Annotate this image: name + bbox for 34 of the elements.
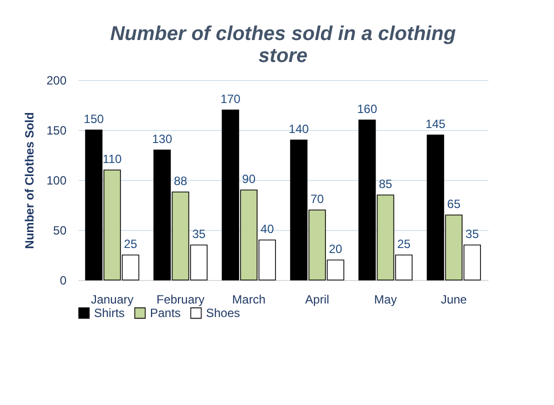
x-tick-label: May <box>374 292 397 306</box>
y-axis-title: Number of Clothes Sold <box>22 112 36 249</box>
data-label: 110 <box>102 152 122 166</box>
data-label: 35 <box>192 227 206 241</box>
x-tick-label: March <box>232 292 266 306</box>
data-label: 25 <box>397 237 411 251</box>
x-tick-label: April <box>305 292 330 306</box>
y-tick-label: 200 <box>46 74 67 88</box>
y-tick-label: 100 <box>46 174 67 188</box>
legend-label: Pants <box>150 306 181 320</box>
data-label: 40 <box>260 222 274 236</box>
data-label: 65 <box>447 197 461 211</box>
data-label: 145 <box>425 117 446 131</box>
x-tick-label: January <box>90 292 134 306</box>
data-label: 90 <box>242 172 256 186</box>
data-label: 130 <box>152 132 172 146</box>
data-label: 20 <box>328 242 343 256</box>
data-label: 25 <box>124 237 138 251</box>
data-label: 140 <box>288 122 310 136</box>
data-label: 70 <box>310 192 324 206</box>
data-label: 88 <box>174 174 188 188</box>
x-tick-label: February <box>156 292 205 306</box>
y-tick-label: 150 <box>46 124 67 138</box>
data-label: 150 <box>84 112 104 126</box>
data-label: 35 <box>466 227 480 241</box>
data-label: 85 <box>378 177 392 191</box>
legend-label: Shirts <box>94 306 125 320</box>
y-tick-label: 0 <box>60 274 67 288</box>
x-tick-label: June <box>440 292 468 306</box>
data-label: 170 <box>220 92 241 106</box>
legend-label: Shoes <box>206 306 240 320</box>
data-label: 160 <box>357 102 378 116</box>
chart-title: Number of clothes sold in a clothing store <box>110 23 456 67</box>
y-tick-label: 50 <box>53 224 67 238</box>
